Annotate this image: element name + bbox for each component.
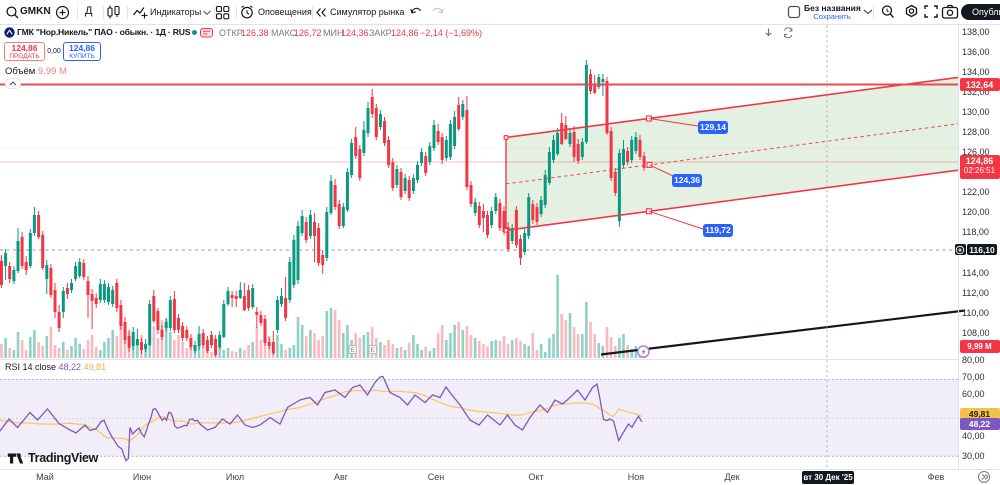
svg-text:E: E — [351, 347, 356, 354]
svg-text:E: E — [371, 347, 376, 354]
